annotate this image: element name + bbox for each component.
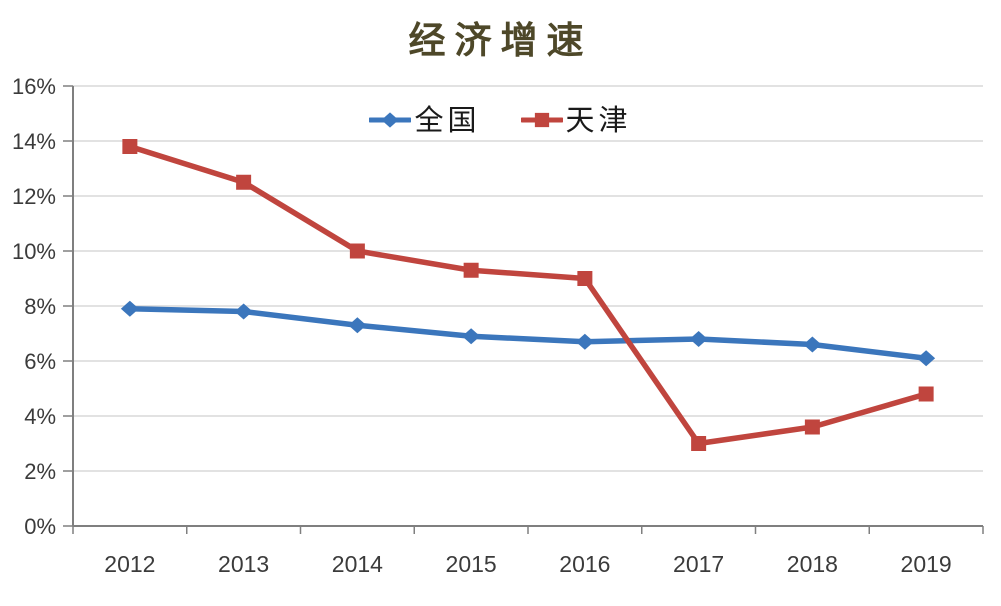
svg-text:12%: 12% xyxy=(12,184,56,209)
svg-text:16%: 16% xyxy=(12,74,56,99)
svg-text:6%: 6% xyxy=(24,349,56,374)
svg-text:2013: 2013 xyxy=(218,551,269,577)
svg-text:8%: 8% xyxy=(24,294,56,319)
svg-text:14%: 14% xyxy=(12,129,56,154)
svg-text:2012: 2012 xyxy=(104,551,155,577)
svg-text:4%: 4% xyxy=(24,404,56,429)
svg-text:2016: 2016 xyxy=(559,551,610,577)
svg-text:2%: 2% xyxy=(24,459,56,484)
svg-text:2017: 2017 xyxy=(673,551,724,577)
chart-title: 经济增速 xyxy=(408,18,593,62)
svg-text:0%: 0% xyxy=(24,514,56,539)
svg-text:2018: 2018 xyxy=(787,551,838,577)
legend-label-tianjin: 天津 xyxy=(565,102,632,137)
legend-item-tianjin: 天津 xyxy=(520,102,632,137)
svg-text:2015: 2015 xyxy=(446,551,497,577)
legend-marker-national-icon xyxy=(369,112,412,128)
legend-marker-tianjin-icon xyxy=(520,112,563,128)
svg-text:2019: 2019 xyxy=(901,551,952,577)
legend: 全国 天津 xyxy=(0,101,1001,139)
legend-label-national: 全国 xyxy=(414,102,481,137)
svg-text:2014: 2014 xyxy=(332,551,383,577)
svg-text:10%: 10% xyxy=(12,239,56,264)
legend-item-national: 全国 xyxy=(369,102,481,137)
